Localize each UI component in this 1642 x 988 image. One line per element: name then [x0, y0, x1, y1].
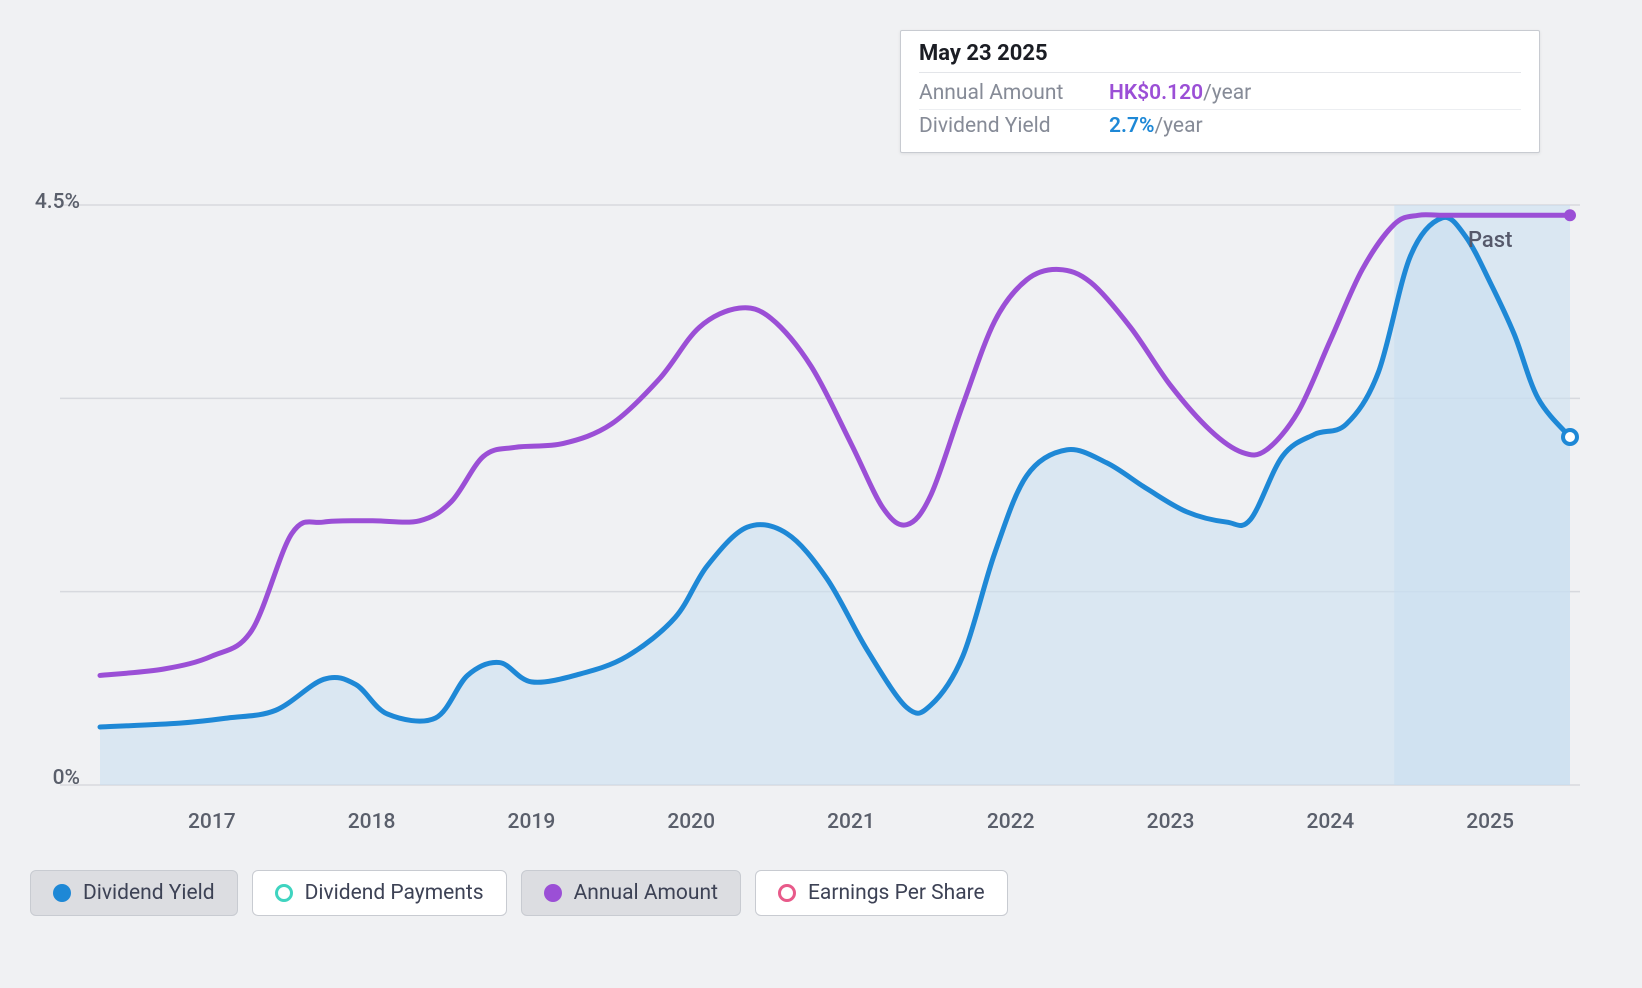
tooltip-label: Annual Amount: [919, 81, 1109, 105]
tooltip-row-dividend-yield: Dividend Yield 2.7%/year: [919, 110, 1521, 142]
legend-item-annual-amount[interactable]: Annual Amount: [521, 870, 741, 916]
tooltip-unit: /year: [1203, 81, 1251, 105]
legend-item-dividend-yield[interactable]: Dividend Yield: [30, 870, 238, 916]
tooltip-label: Dividend Yield: [919, 114, 1109, 138]
legend: Dividend Yield Dividend Payments Annual Am…: [30, 870, 1008, 916]
x-axis-label: 2021: [827, 810, 875, 834]
tooltip-value: HK$0.120: [1109, 81, 1203, 105]
x-axis-label: 2024: [1306, 810, 1354, 834]
x-axis-label: 2025: [1466, 810, 1514, 834]
legend-label: Earnings Per Share: [808, 881, 985, 905]
legend-ring-icon: [275, 884, 293, 902]
legend-ring-icon: [778, 884, 796, 902]
x-axis-label: 2022: [987, 810, 1035, 834]
legend-label: Annual Amount: [574, 881, 718, 905]
legend-label: Dividend Yield: [83, 881, 215, 905]
chart-plot-area: 4.5% 0% 20172018201920202021202220232024…: [30, 30, 1580, 800]
chart-container: 4.5% 0% 2017 2018 2019 2020 2021 2022 2023 2024…: [30, 30, 1610, 950]
x-axis-label: 2023: [1147, 810, 1195, 834]
tooltip-value: 2.7%: [1109, 114, 1154, 138]
x-axis-label: 2018: [348, 810, 396, 834]
tooltip-row-annual-amount: Annual Amount HK$0.120/year: [919, 77, 1521, 110]
x-axis-label: 2017: [188, 810, 236, 834]
tooltip-unit: /year: [1154, 114, 1202, 138]
x-axis-label: 2020: [667, 810, 715, 834]
tooltip-date: May 23 2025: [919, 41, 1521, 73]
chart-tooltip: May 23 2025 Annual Amount HK$0.120/year …: [900, 30, 1540, 153]
legend-item-earnings-per-share[interactable]: Earnings Per Share: [755, 870, 1008, 916]
x-axis-label: 2019: [508, 810, 556, 834]
past-label: Past: [1468, 228, 1512, 253]
legend-dot-icon: [53, 884, 71, 902]
y-axis-label-max: 4.5%: [35, 190, 80, 214]
y-axis-label-min: 0%: [53, 766, 80, 790]
legend-dot-icon: [544, 884, 562, 902]
legend-label: Dividend Payments: [305, 881, 484, 905]
legend-item-dividend-payments[interactable]: Dividend Payments: [252, 870, 507, 916]
